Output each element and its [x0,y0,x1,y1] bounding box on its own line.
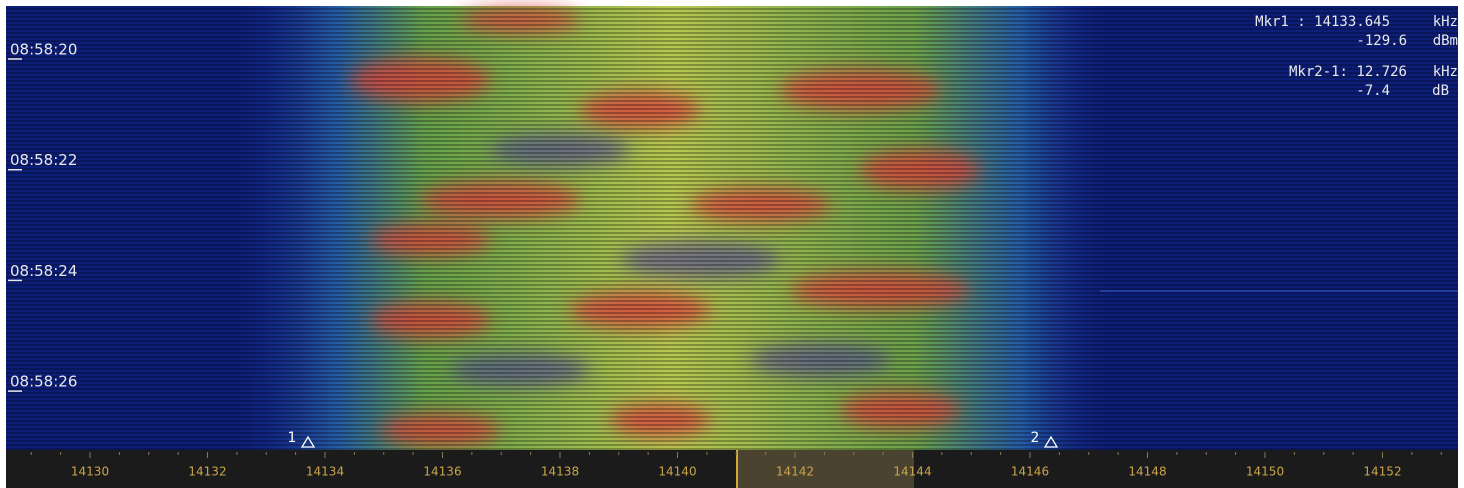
frequency-label: 14152 [1363,465,1401,479]
time-label: 08:58:20 [10,41,77,59]
frequency-axis: 14130 14132 14134 14136 14138 14140 14142 14144… [6,450,1458,488]
delta-frequency-unit: kHz [1433,64,1458,80]
frequency-label: 14140 [658,465,696,479]
waterfall [6,6,1458,450]
frequency-label: 14138 [541,465,579,479]
frequency-label: 14132 [188,465,226,479]
bandwidth-highlight [736,450,914,488]
frequency-label: 14142 [776,465,814,479]
delta-frequency: Mkr2-1: 12.726 [1289,64,1407,80]
waterfall-window: 08:58:20 08:58:22 08:58:24 08:58:26 Mkr1 : … [0,0,1464,488]
mkr1-frequency-unit: kHz [1433,14,1458,30]
time-label: 08:58:26 [10,373,77,391]
frequency-label: 14130 [71,465,109,479]
mkr1-frequency: Mkr1 : 14133.645 [1255,14,1390,30]
marker-tag[interactable]: 1 [288,430,297,446]
delta-level: -7.4 [1356,83,1390,99]
marker-tag[interactable]: 2 [1031,430,1040,446]
frequency-label: 14148 [1128,465,1166,479]
mkr1-level-unit: dBm [1433,33,1458,49]
frequency-label: 14146 [1011,465,1049,479]
time-label: 08:58:22 [10,151,77,169]
time-label: 08:58:24 [10,262,77,280]
mkr1-level: -129.6 [1356,33,1407,49]
delta-level-unit: dB [1432,83,1449,99]
frequency-label: 14150 [1246,465,1284,479]
frequency-label: 14136 [423,465,461,479]
frequency-label: 14144 [893,465,931,479]
frequency-label: 14134 [306,465,344,479]
